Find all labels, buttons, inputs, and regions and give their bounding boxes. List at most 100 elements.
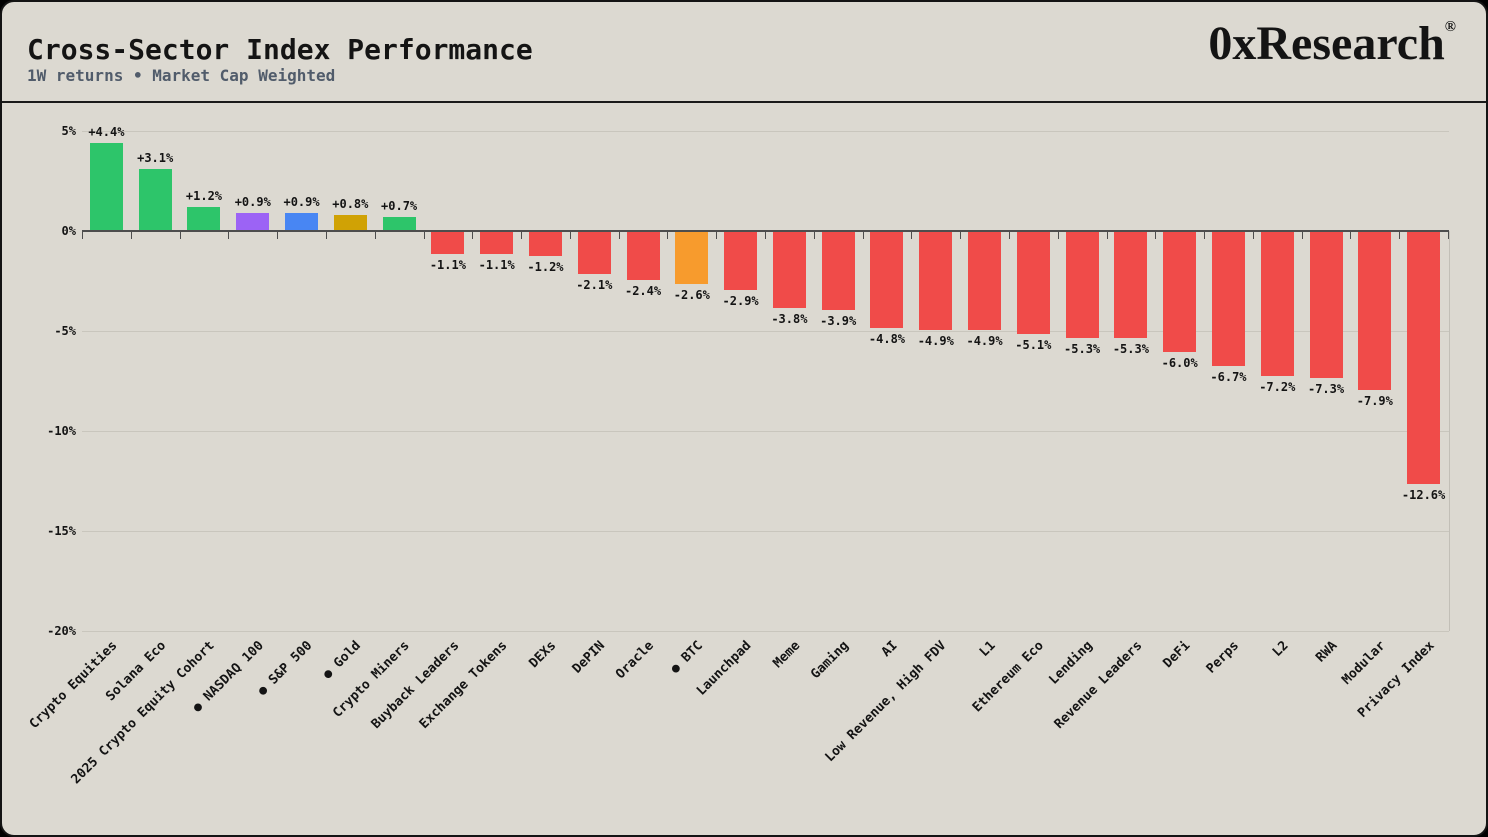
bar	[724, 232, 758, 290]
x-boundary-tick	[1106, 231, 1108, 239]
x-tick-label: Crypto Equities	[26, 638, 121, 732]
bar-value-label: +0.9%	[283, 195, 320, 209]
x-tick-label: L2	[1269, 638, 1292, 660]
bar	[528, 232, 562, 256]
y-gridline	[82, 431, 1449, 432]
bar	[919, 232, 953, 330]
bar-value-label: -4.8%	[868, 332, 906, 346]
x-tick-label: Exchange Tokens	[416, 638, 511, 732]
y-tick-label: -15%	[47, 524, 76, 538]
bar	[577, 232, 611, 274]
y-gridline	[82, 331, 1449, 332]
x-tick-label: Gaming	[808, 638, 853, 683]
bar	[1065, 232, 1099, 338]
bar-value-label: -5.1%	[1015, 338, 1052, 352]
bar	[1211, 232, 1245, 366]
bar-value-label: -2.4%	[624, 284, 662, 298]
bar-value-label: -7.2%	[1259, 380, 1296, 394]
x-tick-label: Buyback Leaders	[368, 638, 462, 732]
x-boundary-tick	[618, 231, 620, 239]
x-tick-label: Lending	[1046, 638, 1097, 688]
brand-logo-text: 0xResearch	[1208, 17, 1445, 70]
x-boundary-tick	[862, 231, 864, 239]
x-boundary-tick	[911, 231, 913, 239]
x-boundary-tick	[1448, 231, 1449, 239]
bar	[138, 169, 172, 231]
x-boundary-tick	[569, 231, 571, 239]
bar-value-label: +0.8%	[332, 197, 369, 211]
y-tick-label: 5%	[61, 124, 76, 138]
brand-logo: 0xResearch®	[1208, 20, 1456, 68]
x-boundary-tick	[716, 231, 718, 239]
bar	[1407, 232, 1441, 484]
x-boundary-tick	[374, 231, 376, 239]
bar	[1309, 232, 1343, 378]
x-boundary-tick	[325, 231, 327, 239]
bar	[236, 213, 270, 231]
bar-value-label: -4.9%	[917, 334, 954, 348]
x-tick-label: Oracle	[613, 638, 657, 683]
chart-subtitle: 1W returns • Market Cap Weighted	[27, 66, 336, 85]
bar	[480, 232, 514, 254]
bar-value-label: +0.7%	[381, 199, 418, 213]
bar	[968, 232, 1002, 330]
bar-value-label: -3.8%	[771, 312, 808, 326]
bar	[187, 207, 221, 231]
bar-value-label: -1.2%	[527, 260, 564, 274]
bar	[431, 232, 465, 254]
x-tick-label: ● BTC	[667, 638, 706, 677]
page-title: Cross-Sector Index Performance	[27, 33, 533, 66]
y-tick-label: 0%	[61, 224, 76, 238]
y-gridline	[82, 531, 1449, 532]
x-tick-label: AI	[879, 638, 901, 660]
y-tick-label: -20%	[47, 624, 76, 638]
x-boundary-tick	[130, 231, 132, 239]
bar	[1114, 232, 1148, 338]
right-spine	[1449, 231, 1450, 631]
x-tick-label: DePIN	[569, 638, 609, 677]
bar-value-label: -4.9%	[966, 334, 1003, 348]
x-boundary-tick	[1155, 231, 1157, 239]
bar-value-label: -5.3%	[1112, 342, 1149, 356]
bar-value-label: -3.9%	[820, 314, 857, 328]
x-tick-label: Perps	[1204, 638, 1243, 677]
bar-value-label: -5.3%	[1064, 342, 1101, 356]
x-boundary-tick	[1008, 231, 1010, 239]
bar-value-label: -6.7%	[1210, 370, 1247, 384]
registered-trademark-icon: ®	[1444, 19, 1456, 35]
x-boundary-tick	[1399, 231, 1401, 239]
bar	[772, 232, 806, 308]
bar-value-label: -7.9%	[1356, 394, 1393, 408]
x-boundary-tick	[1057, 231, 1059, 239]
x-boundary-tick	[1204, 231, 1206, 239]
bar	[1016, 232, 1050, 334]
bar	[1358, 232, 1392, 390]
x-boundary-tick	[667, 231, 669, 239]
x-boundary-tick	[1350, 231, 1352, 239]
bar-value-label: -12.6%	[1401, 488, 1446, 502]
x-tick-label: L1	[976, 638, 999, 660]
bar	[675, 232, 709, 284]
x-boundary-tick	[423, 231, 425, 239]
bar-value-label: -1.1%	[429, 258, 466, 272]
bar-value-label: -2.1%	[576, 278, 613, 292]
x-tick-label: DeFi	[1160, 638, 1194, 672]
bar	[1163, 232, 1197, 352]
bar-value-label: +0.9%	[234, 195, 271, 209]
y-tick-label: -5%	[54, 324, 76, 338]
y-tick-label: -10%	[47, 424, 76, 438]
bar-value-label: -7.3%	[1307, 382, 1345, 396]
bar	[89, 143, 123, 231]
bar-value-label: -2.6%	[673, 288, 710, 302]
bar-value-label: -1.1%	[478, 258, 515, 272]
x-boundary-tick	[82, 231, 83, 239]
x-boundary-tick	[472, 231, 474, 239]
x-tick-label: DEXs	[526, 638, 560, 672]
x-tick-label: ● Gold	[320, 638, 365, 683]
x-boundary-tick	[1252, 231, 1254, 239]
x-boundary-tick	[228, 231, 230, 239]
y-gridline	[82, 631, 1449, 632]
bar-value-label: -2.9%	[722, 294, 759, 308]
x-boundary-tick	[765, 231, 766, 239]
